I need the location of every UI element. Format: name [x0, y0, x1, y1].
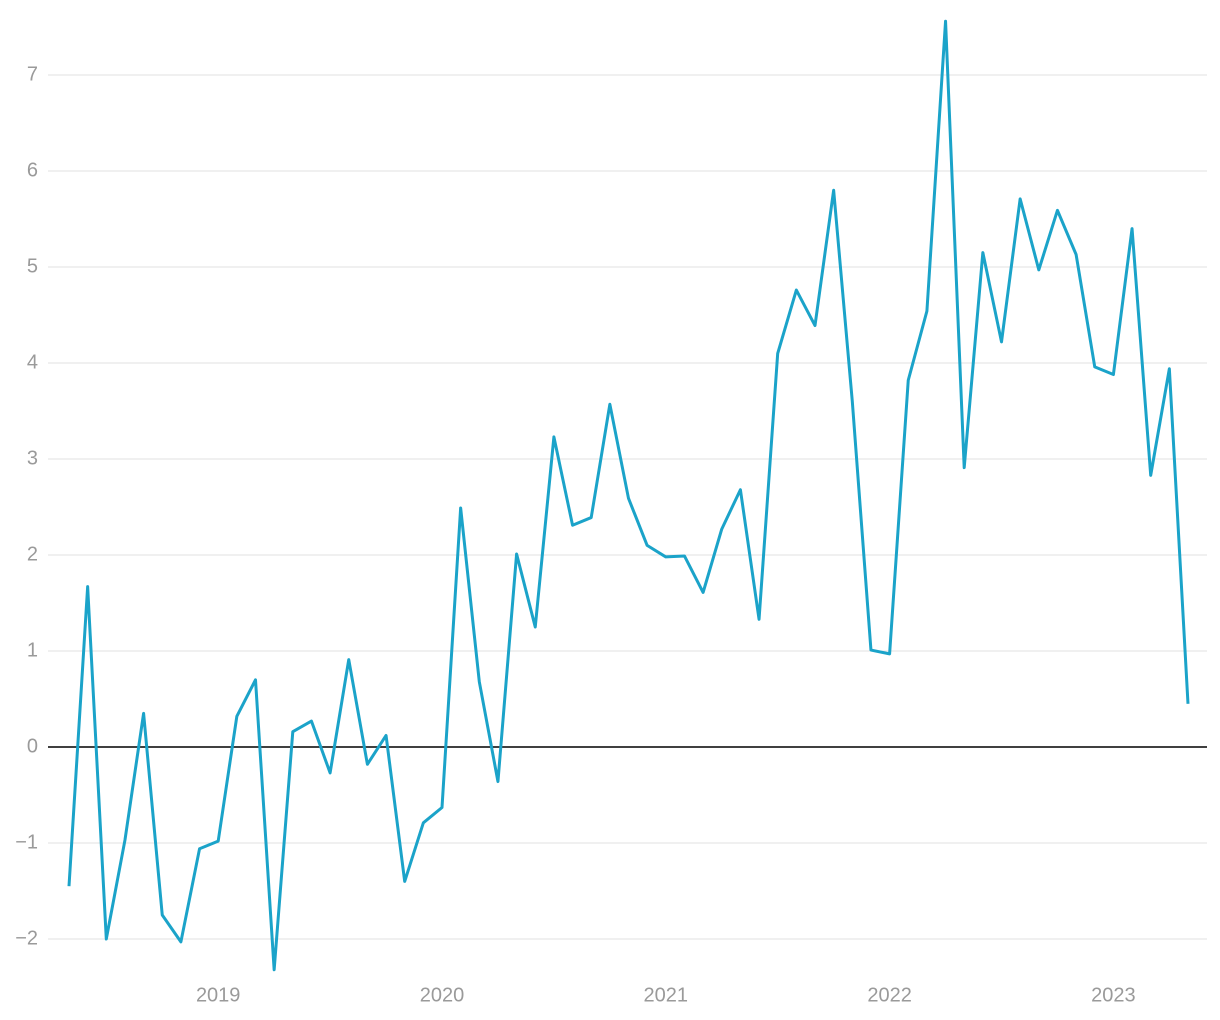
y-tick-label: 4 [27, 351, 38, 373]
x-tick-label: 2021 [644, 984, 689, 1006]
x-tick-label: 2020 [420, 984, 465, 1006]
y-tick-label: −2 [15, 927, 38, 949]
y-tick-label: −1 [15, 831, 38, 853]
line [67, 19, 1190, 972]
x-tick-label: 2022 [867, 984, 912, 1006]
y-tick-label: 0 [27, 735, 38, 757]
x-tick-label: 2019 [196, 984, 241, 1006]
y-tick-label: 5 [27, 255, 38, 277]
y-tick-label: 3 [27, 447, 38, 469]
y-tick-label: 1 [27, 639, 38, 661]
y-tick-label: 7 [27, 63, 38, 85]
y-tick-label: 6 [27, 159, 38, 181]
x-tick-label: 2023 [1091, 984, 1136, 1006]
y-tick-label: 2 [27, 543, 38, 565]
